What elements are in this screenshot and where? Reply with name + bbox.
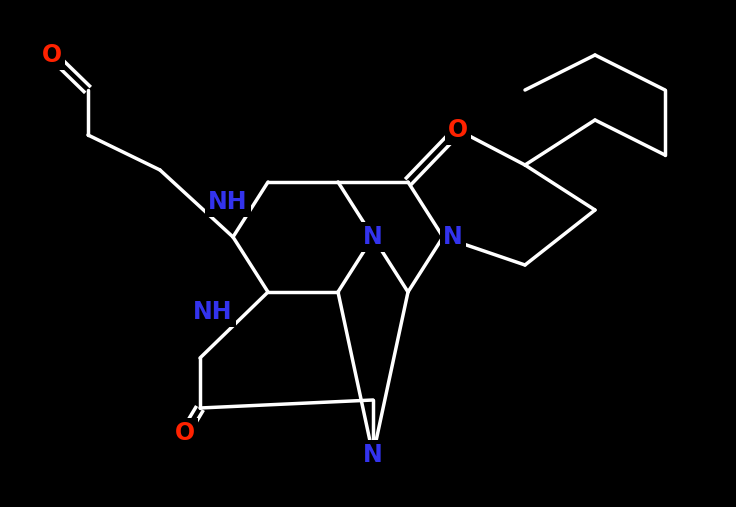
Text: N: N bbox=[363, 443, 383, 467]
Text: N: N bbox=[363, 225, 383, 249]
Text: NH: NH bbox=[194, 300, 233, 324]
Text: O: O bbox=[42, 43, 62, 67]
Text: O: O bbox=[448, 118, 468, 142]
Text: NH: NH bbox=[208, 190, 248, 214]
Text: N: N bbox=[443, 225, 463, 249]
Text: O: O bbox=[175, 421, 195, 445]
